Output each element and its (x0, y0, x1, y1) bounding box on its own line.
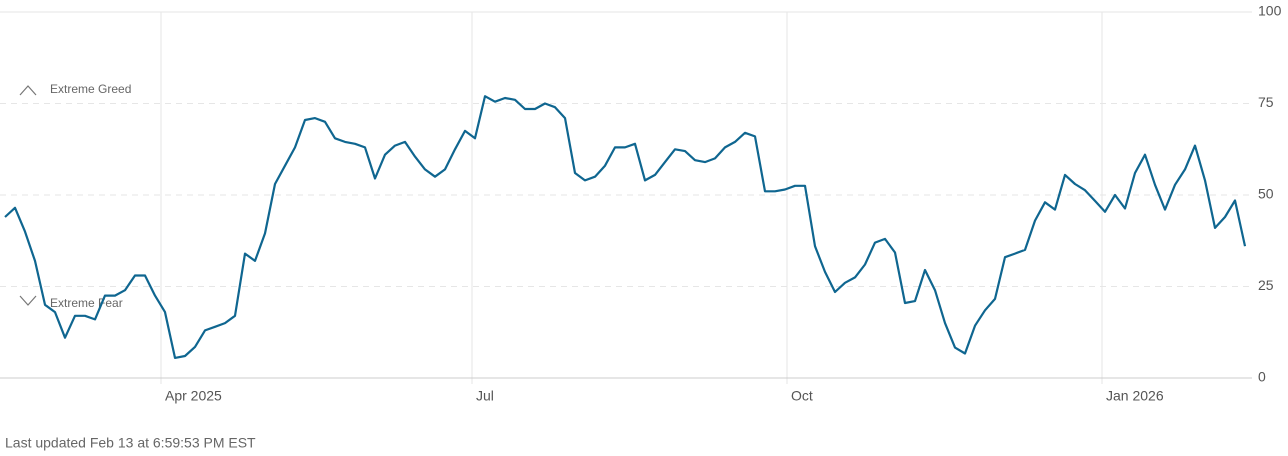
annotation: Extreme Greed (50, 82, 131, 96)
annotation: Extreme Fear (50, 296, 123, 310)
y-tick-label: 50 (1258, 186, 1274, 202)
y-tick-label: 25 (1258, 277, 1274, 293)
x-tick-label: Jan 2026 (1106, 388, 1164, 404)
greed-chevron (19, 85, 37, 96)
y-tick-label: 100 (1258, 3, 1282, 19)
x-tick-label: Jul (476, 388, 494, 404)
fear-chevron (19, 295, 37, 306)
line (4, 95, 1247, 359)
x-tick-label: Apr 2025 (165, 388, 222, 404)
x-tick-label: Oct (791, 388, 813, 404)
footer: Last updated Feb 13 at 6:59:53 PM EST (5, 435, 256, 451)
y-tick-label: 0 (1258, 369, 1266, 385)
y-tick-label: 75 (1258, 94, 1274, 110)
